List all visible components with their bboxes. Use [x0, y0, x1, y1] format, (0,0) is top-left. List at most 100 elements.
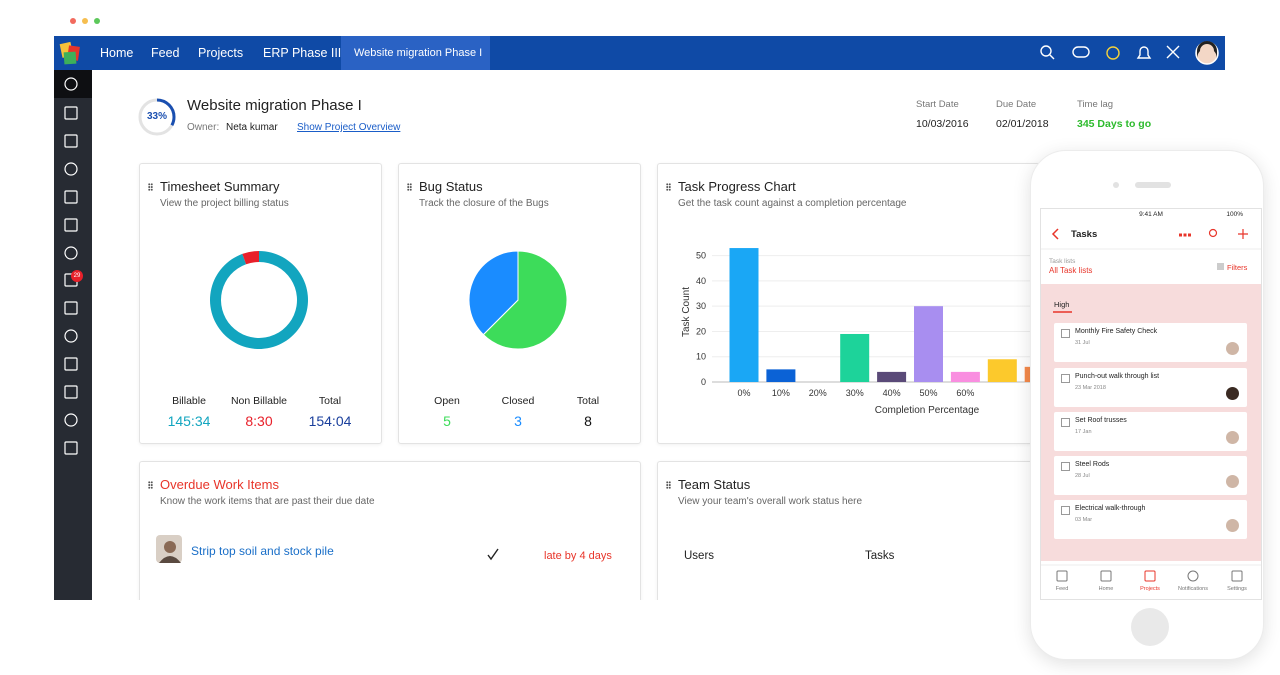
task-card [1054, 500, 1247, 539]
drag-handle [148, 183, 153, 191]
stat-value: 154:04 [308, 413, 352, 429]
assignee-avatar [156, 535, 182, 563]
phone-camera [1113, 182, 1119, 188]
nav-active-tab [341, 36, 490, 70]
team-column: Tasks [865, 550, 895, 562]
check-path [487, 548, 499, 561]
tab-label[interactable]: Settings [1227, 586, 1247, 592]
nav-bar [54, 36, 1225, 70]
priority-tab[interactable]: High [1054, 300, 1070, 309]
overdue-status: late by 4 days [544, 550, 612, 562]
tab-label[interactable]: Home [1098, 586, 1114, 592]
avatar-face [164, 541, 176, 553]
card-subtitle: Get the task count against a completion … [678, 198, 907, 209]
task-name[interactable]: Monthly Fire Safety Check [1075, 328, 1158, 335]
sidebar-icon [64, 106, 78, 120]
stat-label: Non Billable [230, 395, 288, 407]
drag-handle [666, 481, 671, 489]
logo [59, 41, 80, 65]
stat-label: Closed [501, 395, 535, 407]
task-card [1054, 368, 1247, 407]
task-card [1054, 323, 1247, 362]
task-name[interactable]: Set Roof trusses [1075, 417, 1127, 424]
task-date: 03 Mar [1075, 517, 1093, 523]
meta-value: 02/01/2018 [996, 118, 1049, 130]
search-icon [1208, 228, 1218, 238]
sidebar-icon [64, 385, 78, 399]
task-avatar [1226, 342, 1239, 355]
card-title: Task Progress Chart [678, 179, 796, 194]
meta-label: Time lag [1077, 99, 1114, 110]
nav-item[interactable]: ERP Phase III [263, 46, 342, 60]
task-date: 23 Mar 2018 [1075, 385, 1106, 391]
nav-item[interactable]: Projects [198, 46, 244, 60]
overview-link[interactable]: Show Project Overview [297, 122, 401, 133]
sidebar-icon [64, 246, 78, 260]
overdue-item[interactable]: Strip top soil and stock pile [191, 544, 334, 558]
team-column: Users [684, 550, 715, 562]
task-checkbox [1061, 374, 1070, 383]
owner-label: Owner: [187, 122, 220, 133]
task-date: 17 Jan [1075, 429, 1092, 435]
tools-icon[interactable] [1166, 45, 1180, 59]
sidebar-icon [64, 218, 78, 232]
plus-icon [1238, 229, 1248, 239]
drag-handle [148, 481, 153, 489]
sidebar-icon [64, 441, 78, 455]
search-icon[interactable] [1040, 45, 1052, 57]
phone-speaker [1135, 182, 1171, 188]
task-date: 31 Jul [1075, 340, 1090, 346]
task-name[interactable]: Punch-out walk through list [1075, 373, 1160, 380]
card-title: Overdue Work Items [160, 477, 279, 492]
game-icon[interactable] [1072, 46, 1090, 58]
screen-title: Tasks [1071, 229, 1098, 240]
task-avatar [1226, 519, 1239, 532]
task-checkbox [1061, 418, 1070, 427]
stat-label: Open [434, 395, 460, 407]
tab-icon [1231, 570, 1243, 582]
meta-value: 345 Days to go [1077, 118, 1152, 130]
tab-icon [1100, 570, 1112, 582]
avatar-body [159, 556, 181, 563]
stat-value: 8 [584, 413, 592, 429]
sidebar-active [54, 70, 92, 98]
owner-name: Neta kumar [226, 122, 278, 133]
nav-item[interactable]: Feed [151, 46, 180, 60]
tab-label[interactable]: Projects [1140, 586, 1160, 592]
status-battery: 100% [1226, 211, 1243, 218]
sidebar-icon [64, 134, 78, 148]
nav-item[interactable]: Home [100, 46, 134, 60]
timer-icon[interactable] [1106, 46, 1120, 60]
lists-label: Task lists [1049, 258, 1076, 265]
sidebar-icon [64, 190, 78, 204]
stat-value: 5 [443, 413, 451, 429]
sidebar-icon [64, 413, 78, 427]
task-card [1054, 412, 1247, 451]
back-arrow [1051, 228, 1059, 240]
tab-label[interactable]: Notifications [1178, 586, 1208, 592]
check-icon[interactable] [486, 548, 500, 562]
task-name[interactable]: Electrical walk-through [1075, 505, 1146, 512]
filter-button[interactable]: Filters [1227, 263, 1248, 272]
sidebar-badge: 29 [71, 270, 83, 282]
meta-label: Due Date [996, 99, 1037, 110]
task-avatar [1226, 475, 1239, 488]
stat-value: 145:34 [167, 413, 211, 429]
task-name[interactable]: Steel Rods [1075, 461, 1110, 468]
close-dot [70, 18, 76, 24]
task-checkbox [1061, 329, 1070, 338]
nav-item[interactable]: Website migration Phase I [354, 47, 483, 59]
sidebar-icon [64, 162, 78, 176]
task-avatar [1226, 431, 1239, 444]
card [139, 461, 641, 600]
stat-value: 8:30 [245, 413, 273, 429]
lists-value[interactable]: All Task lists [1049, 266, 1093, 275]
phone: 9:41 AM 100% Tasks Task lists All Task lists… [1030, 150, 1264, 660]
bell-icon[interactable] [1136, 46, 1152, 59]
tab-icon [1187, 570, 1199, 582]
task-checkbox [1061, 462, 1070, 471]
tab-label[interactable]: Feed [1055, 586, 1069, 592]
stat-label: Total [576, 395, 600, 407]
sidebar-icon [64, 329, 78, 343]
